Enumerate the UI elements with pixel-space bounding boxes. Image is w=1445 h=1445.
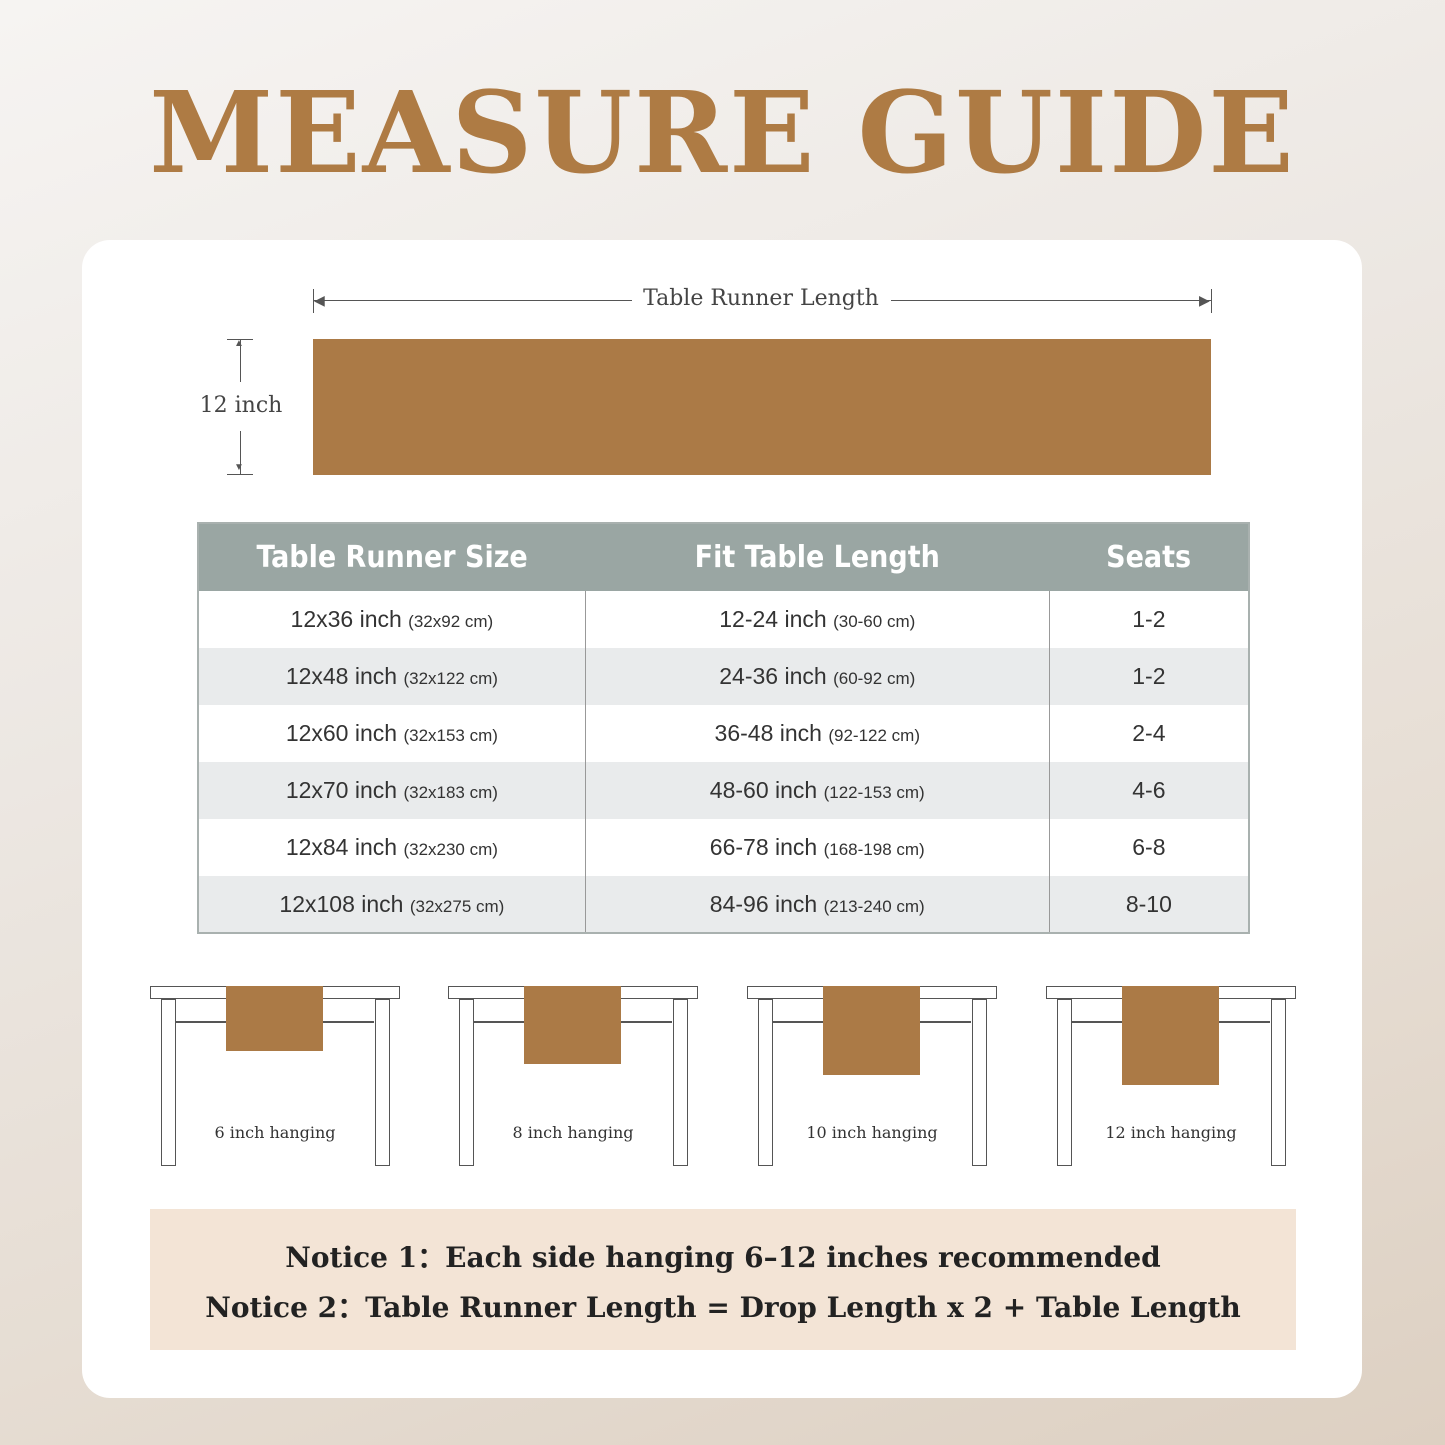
runner-drape [823,986,920,1075]
size-table: Table Runner Size Fit Table Length Seats… [197,522,1250,934]
tick-top [227,339,253,340]
fit-inch: 48-60 inch [709,777,818,803]
arrow-up-icon: ▲ [234,338,244,349]
table-leg [972,999,987,1166]
length-label: Table Runner Length [643,286,879,311]
notice-box: Notice 1：Each side hanging 6–12 inches r… [150,1209,1296,1350]
header-size: Table Runner Size [198,523,586,591]
cell-size: 12x36 inch (32x92 cm) [197,591,586,648]
size-cm: (32x183 cm) [403,783,498,802]
table-row: 12x70 inch (32x183 cm) 48-60 inch (122-1… [197,762,1249,819]
size-inch: 12x36 inch [290,606,402,632]
cell-fit: 66-78 inch (168-198 cm) [584,819,1050,876]
cell-size: 12x70 inch (32x183 cm) [197,762,586,819]
fit-inch: 36-48 inch [714,720,822,746]
fit-inch: 24-36 inch [719,663,827,689]
table-leg [758,999,773,1166]
arrow-down-icon: ▼ [234,462,244,473]
table-leg [1057,999,1072,1166]
hanging-label: 8 inch hanging [512,1123,634,1142]
cell-size: 12x48 inch (32x122 cm) [197,648,586,705]
tick-right [1211,289,1212,313]
table-leg [161,999,176,1166]
size-inch: 12x70 inch [285,777,398,803]
size-cm: (32x230 cm) [403,840,498,859]
runner-drape [226,986,323,1051]
table-diagram: 12 inch hanging [1046,986,1296,1168]
cell-size: 12x60 inch (32x153 cm) [197,705,586,762]
table-diagram: 6 inch hanging [150,986,400,1168]
width-arrow-down [240,431,241,474]
arrow-right-icon: ▶ [1199,292,1210,308]
cell-seats: 2-4 [1048,705,1249,762]
notice-2: Notice 2：Table Runner Length = Drop Leng… [205,1291,1241,1324]
arrow-left-icon: ◀ [314,292,325,308]
cell-fit: 24-36 inch (60-92 cm) [584,648,1050,705]
fit-cm: (122-153 cm) [823,783,925,802]
table-row: 12x36 inch (32x92 cm) 12-24 inch (30-60 … [197,591,1249,648]
fit-cm: (30-60 cm) [833,612,916,631]
size-cm: (32x92 cm) [408,612,494,631]
runner-shape [313,339,1211,475]
size-inch: 12x84 inch [285,834,398,860]
fit-inch: 12-24 inch [719,606,827,632]
size-cm: (32x275 cm) [409,896,505,916]
tick-bottom [227,474,253,475]
size-cm: (32x153 cm) [403,726,498,745]
size-inch: 12x108 inch [279,890,404,917]
fit-cm: (213-240 cm) [823,896,925,916]
fit-inch: 66-78 inch [709,834,818,860]
cell-seats: 6-8 [1048,819,1249,876]
cell-fit: 84-96 inch (213-240 cm) [584,876,1050,933]
header-seats: Seats [1049,523,1249,591]
cell-seats: 1-2 [1048,648,1249,705]
page-title: MEASURE GUIDE [149,68,1296,199]
cell-fit: 48-60 inch (122-153 cm) [584,762,1050,819]
width-label: 12 inch [199,393,283,418]
size-inch: 12x48 inch [285,663,398,689]
fit-cm: (168-198 cm) [823,840,925,859]
fit-cm: (92-122 cm) [828,726,920,745]
tick-left [313,289,314,313]
cell-size: 12x84 inch (32x230 cm) [197,819,586,876]
header-fit: Fit Table Length [585,523,1050,591]
length-arrow-left [314,300,632,301]
width-arrow-up [240,340,241,382]
hanging-label: 6 inch hanging [214,1123,336,1142]
table-row: 12x60 inch (32x153 cm) 36-48 inch (92-12… [197,705,1249,762]
size-inch: 12x60 inch [285,720,398,746]
cell-seats: 4-6 [1048,762,1249,819]
size-cm: (32x122 cm) [403,669,498,688]
cell-fit: 12-24 inch (30-60 cm) [584,591,1050,648]
table-leg [1271,999,1286,1166]
fit-inch: 84-96 inch [709,890,818,917]
table-leg [375,999,390,1166]
table-diagram: 10 inch hanging [747,986,997,1168]
runner-drape [1122,986,1219,1085]
table-diagram: 8 inch hanging [448,986,698,1168]
table-row: 12x48 inch (32x122 cm) 24-36 inch (60-92… [197,648,1249,705]
cell-fit: 36-48 inch (92-122 cm) [584,705,1050,762]
cell-seats: 8-10 [1048,876,1249,933]
table-leg [673,999,688,1166]
hanging-label: 10 inch hanging [806,1123,938,1142]
table-header: Table Runner Size Fit Table Length Seats [198,523,1249,591]
table-row: 12x84 inch (32x230 cm) 66-78 inch (168-1… [197,819,1249,876]
table-leg [459,999,474,1166]
fit-cm: (60-92 cm) [833,669,916,688]
table-row: 12x108 inch (32x275 cm) 84-96 inch (213-… [197,876,1249,933]
cell-seats: 1-2 [1048,591,1249,648]
runner-drape [524,986,621,1064]
length-arrow-right [891,300,1211,301]
notice-1: Notice 1：Each side hanging 6–12 inches r… [285,1241,1161,1274]
hanging-label: 12 inch hanging [1105,1123,1237,1142]
cell-size: 12x108 inch (32x275 cm) [197,876,586,933]
